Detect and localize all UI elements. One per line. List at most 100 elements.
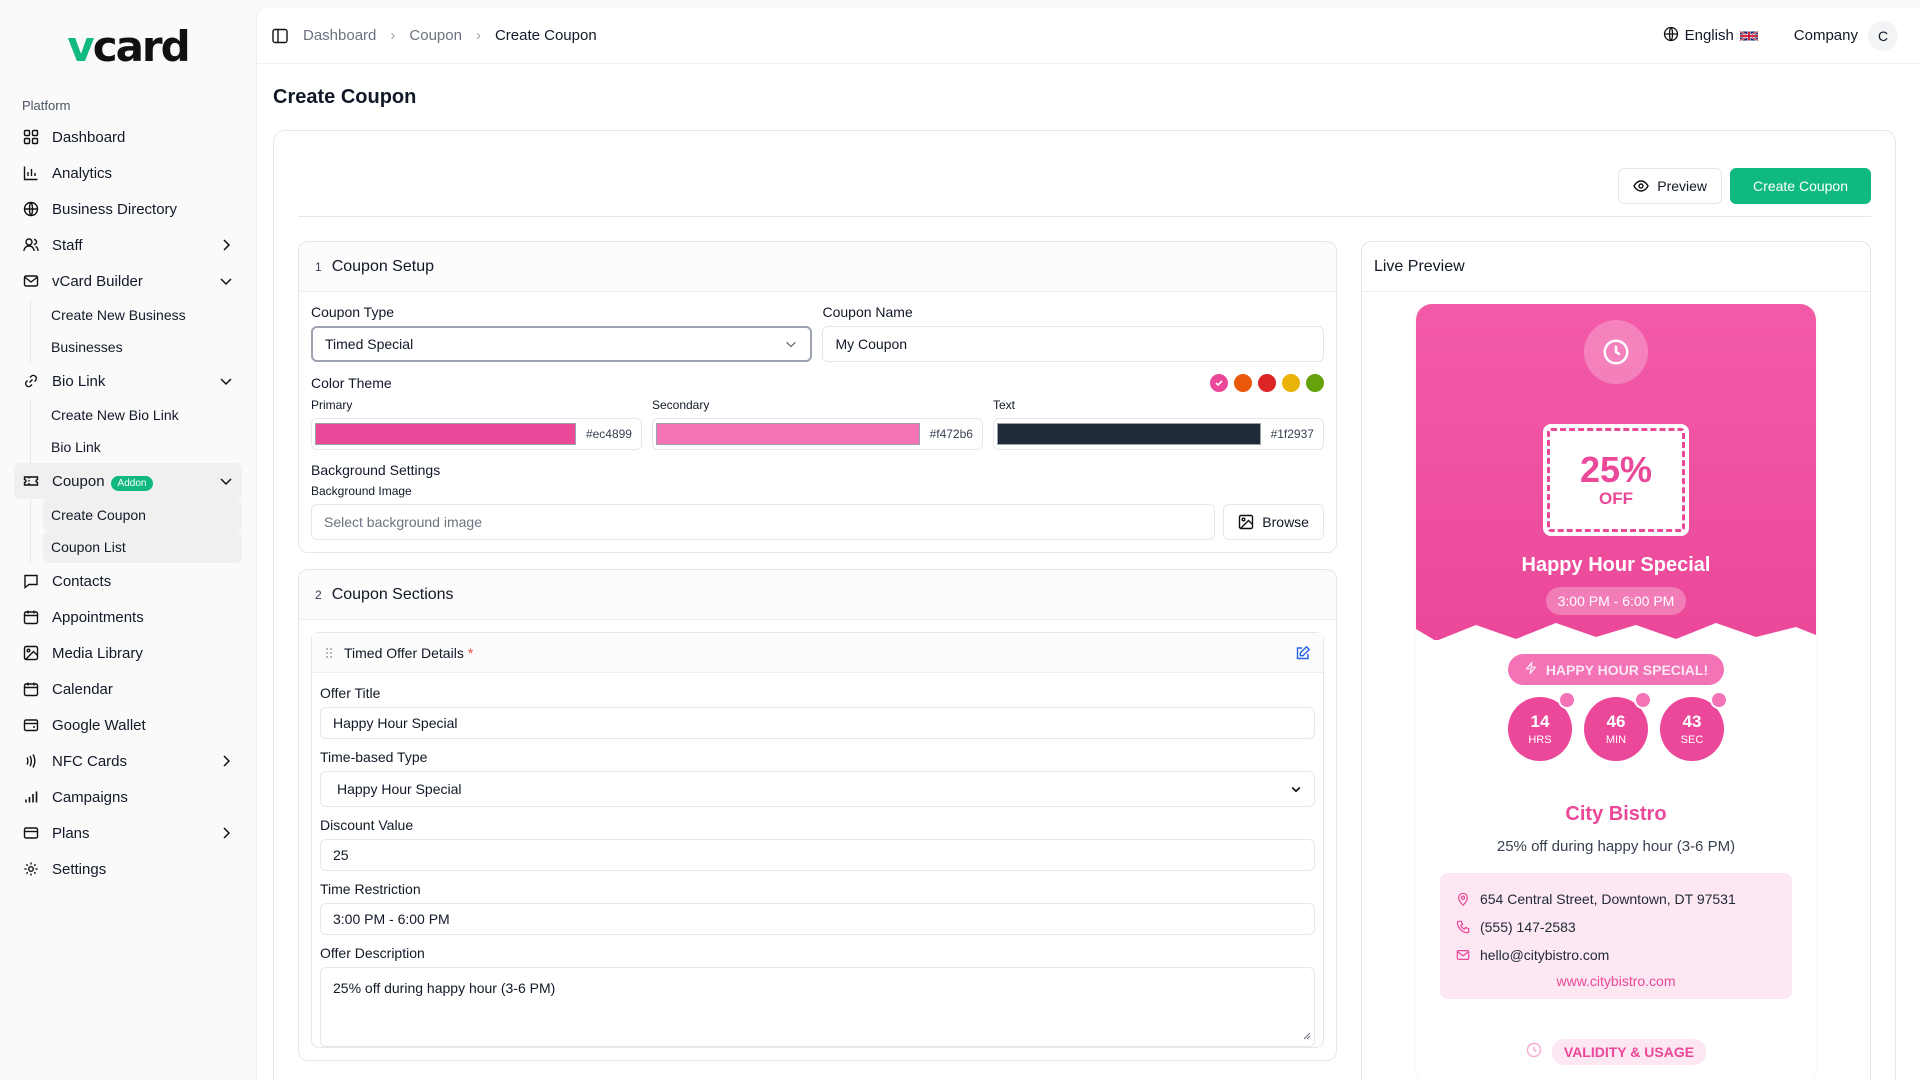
sidebar-item-label: Contacts xyxy=(52,572,112,590)
browse-button[interactable]: Browse xyxy=(1223,504,1324,540)
calendar-icon xyxy=(22,680,40,698)
vcard-submenu: Create New Business Businesses xyxy=(30,299,242,363)
offer-description-textarea[interactable]: 25% off during happy hour (3-6 PM) xyxy=(320,967,1315,1047)
text-color-input[interactable]: #1f2937 xyxy=(992,418,1324,450)
email-text: hello@citybistro.com xyxy=(1479,947,1610,963)
background-image-input[interactable]: Select background image xyxy=(311,504,1216,540)
coupon-type-value: Timed Special xyxy=(325,336,414,352)
language-switcher[interactable]: English xyxy=(1663,26,1758,46)
sidebar-subitem-create-coupon[interactable]: Create Coupon xyxy=(43,499,242,531)
swatch-yellow[interactable] xyxy=(1281,374,1300,392)
sidebar-item-settings[interactable]: Settings xyxy=(14,851,242,887)
sidebar-item-label: Staff xyxy=(52,236,83,254)
time-restriction-input[interactable]: 3:00 PM - 6:00 PM xyxy=(320,903,1315,935)
sidebar-item-appointments[interactable]: Appointments xyxy=(14,599,242,635)
time-restriction-label: Time Restriction xyxy=(320,881,421,897)
secondary-color-input[interactable]: #f472b6 xyxy=(651,418,983,450)
live-preview-column: Live Preview 25% OFF Happy Hour S xyxy=(1360,241,1871,1080)
wave-divider xyxy=(1415,619,1816,641)
swatch-green[interactable] xyxy=(1305,374,1324,392)
sidebar-item-label: Google Wallet xyxy=(52,716,146,734)
preview-button[interactable]: Preview xyxy=(1618,168,1723,204)
sidebar-subitem-coupon-list[interactable]: Coupon List xyxy=(43,531,242,563)
breadcrumb-coupon[interactable]: Coupon xyxy=(409,27,462,44)
website-link[interactable]: www.citybistro.com xyxy=(1556,973,1676,989)
coupon-type-label: Coupon Type xyxy=(311,304,395,320)
sidebar-item-staff[interactable]: Staff xyxy=(14,227,242,263)
chevron-right-icon xyxy=(218,825,234,841)
primary-color-input[interactable]: #ec4899 xyxy=(311,418,642,450)
bar-chart-icon xyxy=(22,164,40,182)
globe-icon xyxy=(1663,26,1679,46)
sidebar-item-label: Business Directory xyxy=(52,200,178,218)
mail-icon xyxy=(22,272,40,290)
topbar: Dashboard › Coupon › Create Coupon Engli… xyxy=(257,8,1920,64)
create-coupon-card: Preview Create Coupon 1 Coupon Setup xyxy=(273,130,1896,1080)
discount-off-label: OFF xyxy=(1598,489,1633,508)
coupon-sections-header[interactable]: 2 Coupon Sections xyxy=(299,570,1336,620)
sidebar-item-google-wallet[interactable]: Google Wallet xyxy=(14,707,242,743)
sidebar-item-coupon[interactable]: Coupon Addon xyxy=(14,463,242,499)
image-icon xyxy=(1238,514,1254,530)
sidebar-toggle-icon[interactable] xyxy=(271,27,289,45)
discount-box: 25% OFF xyxy=(1542,424,1689,536)
sidebar-item-bio-link[interactable]: Bio Link xyxy=(14,363,242,399)
sidebar-item-campaigns[interactable]: Campaigns xyxy=(14,779,242,815)
sidebar-item-analytics[interactable]: Analytics xyxy=(14,155,242,191)
sidebar-item-calendar[interactable]: Calendar xyxy=(14,671,242,707)
sidebar-subitem-businesses[interactable]: Businesses xyxy=(51,339,123,355)
secondary-color-bar[interactable] xyxy=(655,423,920,445)
coupon-setup-header[interactable]: 1 Coupon Setup xyxy=(299,242,1336,292)
drag-handle-icon[interactable] xyxy=(324,647,334,659)
company-menu[interactable]: Company C xyxy=(1794,20,1898,51)
sidebar-subitem-create-new-business[interactable]: Create New Business xyxy=(51,307,186,323)
sidebar-item-media-library[interactable]: Media Library xyxy=(14,635,242,671)
timed-offer-details-body: Offer Title Happy Hour Special Time-base… xyxy=(312,673,1323,1047)
sidebar-subitem-create-new-bio-link[interactable]: Create New Bio Link xyxy=(51,407,179,423)
image-icon xyxy=(22,644,40,662)
sidebar-item-label: Bio Link xyxy=(52,372,106,390)
resize-handle-icon[interactable] xyxy=(1301,1027,1311,1043)
biolink-submenu: Create New Bio Link Bio Link xyxy=(30,399,242,463)
sidebar-item-business-directory[interactable]: Business Directory xyxy=(14,191,242,227)
sidebar-item-dashboard[interactable]: Dashboard xyxy=(14,119,242,155)
edit-icon[interactable] xyxy=(1295,645,1311,661)
create-coupon-button[interactable]: Create Coupon xyxy=(1730,168,1871,204)
offer-title-input[interactable]: Happy Hour Special xyxy=(320,707,1315,739)
countdown-dot xyxy=(1633,691,1652,709)
breadcrumb-dashboard[interactable]: Dashboard xyxy=(303,27,377,44)
sidebar-item-label: Campaigns xyxy=(52,788,128,806)
primary-color-bar[interactable] xyxy=(315,423,576,445)
form-columns: 1 Coupon Setup Coupon Type Timed Special xyxy=(298,241,1871,1080)
coupon-offer-title: Happy Hour Special xyxy=(1521,554,1711,576)
clock-icon xyxy=(1583,320,1648,384)
coupon-name-label: Coupon Name xyxy=(822,304,913,320)
sidebar-item-vcard-builder[interactable]: vCard Builder xyxy=(14,263,242,299)
form-column: 1 Coupon Setup Coupon Type Timed Special xyxy=(298,241,1337,1080)
discount-value: 25% xyxy=(1579,449,1653,490)
chevron-down-icon xyxy=(218,273,234,289)
time-based-type-select[interactable]: Happy Hour Special xyxy=(320,771,1315,807)
swatch-orange[interactable] xyxy=(1233,374,1252,392)
sidebar-item-contacts[interactable]: Contacts xyxy=(14,563,242,599)
sidebar-item-plans[interactable]: Plans xyxy=(14,815,242,851)
coupon-setup-body: Coupon Type Timed Special Coupon Name My… xyxy=(299,292,1336,552)
countdown-number: 43 xyxy=(1682,711,1702,731)
countdown-unit: SEC xyxy=(1680,733,1704,746)
discount-value-input[interactable]: 25 xyxy=(320,839,1315,871)
sidebar-section-label: Platform xyxy=(22,98,71,113)
avatar[interactable]: C xyxy=(1868,20,1898,51)
sidebar-subitem-bio-link[interactable]: Bio Link xyxy=(51,439,101,455)
text-color-bar[interactable] xyxy=(996,423,1261,445)
coupon-time-pill: 3:00 PM - 6:00 PM xyxy=(1545,587,1687,615)
sidebar-item-label: Plans xyxy=(52,824,90,842)
coupon-type-select[interactable]: Timed Special xyxy=(311,326,813,362)
coupon-name-input[interactable]: My Coupon xyxy=(822,326,1324,362)
coupon-description: 25% off during happy hour (3-6 PM) xyxy=(1496,838,1736,855)
message-icon xyxy=(22,572,40,590)
sidebar-item-nfc-cards[interactable]: NFC Cards xyxy=(14,743,242,779)
brand-logo[interactable]: vcard xyxy=(14,22,242,71)
swatch-pink[interactable] xyxy=(1209,374,1228,392)
swatch-red[interactable] xyxy=(1257,374,1276,392)
eye-icon xyxy=(1633,178,1650,194)
